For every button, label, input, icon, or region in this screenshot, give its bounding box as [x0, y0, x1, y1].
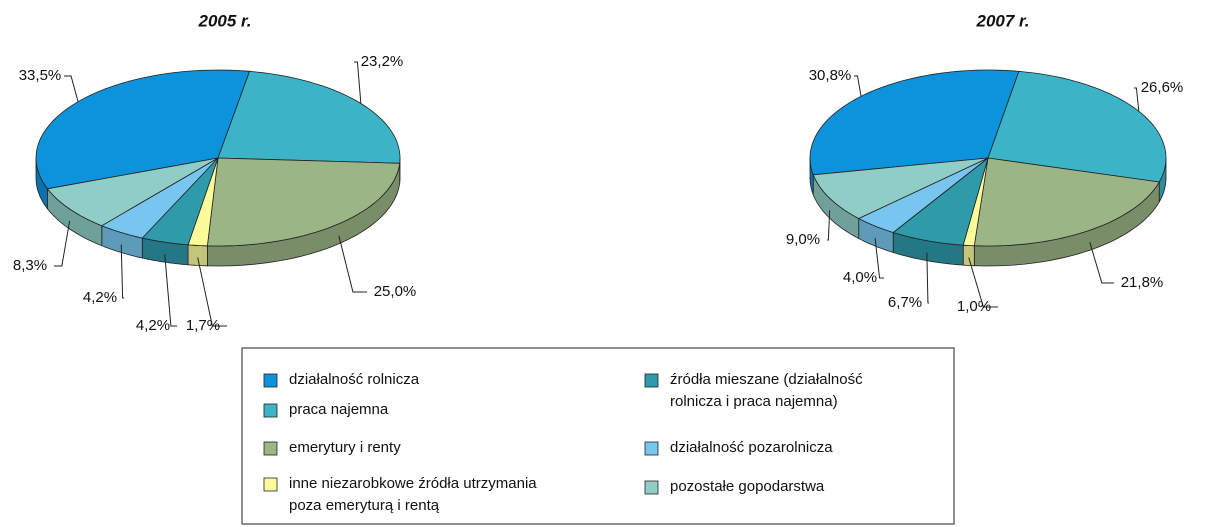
pie-slice	[100, 157, 219, 239]
legend-label: źródła mieszane (działalność	[670, 371, 863, 388]
leader-line	[968, 257, 998, 308]
legend-swatch	[263, 373, 278, 388]
leader-line	[827, 210, 831, 241]
pie-slice-side	[187, 244, 208, 267]
legend-label: działalność rolnicza	[289, 371, 420, 388]
pie-slice	[141, 157, 219, 246]
data-label: 26,6%	[1141, 79, 1184, 96]
data-label: 1,0%	[957, 298, 991, 315]
data-label: 21,8%	[1121, 274, 1164, 291]
legend-label: rolnicza i praca najemna)	[670, 393, 838, 410]
data-label: 8,3%	[13, 257, 47, 274]
leader-line	[354, 61, 362, 104]
pie-slice	[46, 157, 219, 227]
data-label: 1,7%	[186, 317, 220, 334]
pie-slice	[987, 70, 1167, 183]
leader-line	[164, 254, 177, 327]
legend-swatch	[263, 477, 278, 492]
legend-label: praca najemna	[289, 401, 389, 418]
legend-label: inne niezarobkowe źródła utrzymania	[289, 475, 537, 492]
legend-label: emerytury i renty	[289, 439, 401, 456]
pie-slice-side	[962, 244, 975, 267]
data-label: 23,2%	[361, 53, 404, 70]
pie-slice	[812, 157, 989, 219]
leader-line	[854, 75, 862, 97]
pie-slice	[973, 157, 1160, 247]
leader-line	[64, 75, 79, 102]
leader-line	[197, 257, 227, 327]
chart-title: 2007 r.	[976, 11, 1030, 30]
data-label: 4,2%	[136, 317, 170, 334]
data-label: 30,8%	[809, 67, 852, 84]
legend-swatch	[644, 441, 659, 456]
leader-line	[874, 237, 884, 279]
leader-line	[926, 252, 929, 304]
pie-slice	[857, 157, 989, 233]
pie-slice	[217, 70, 401, 164]
leader-line	[1134, 87, 1140, 112]
legend-label: pozostałe gopodarstwa	[670, 478, 825, 495]
leader-line	[54, 220, 71, 267]
data-label: 9,0%	[786, 231, 820, 248]
legend-label: działalność pozarolnicza	[670, 439, 833, 456]
data-label: 4,0%	[843, 269, 877, 286]
pie-slice	[892, 156, 989, 246]
legend-swatch	[644, 373, 659, 388]
data-label: 4,2%	[83, 289, 117, 306]
legend-box	[241, 347, 955, 525]
leader-line	[120, 244, 124, 299]
legend-swatch	[644, 480, 659, 495]
pie-tops	[35, 69, 401, 247]
leader-line	[338, 235, 367, 293]
pie-tops	[809, 69, 1167, 247]
data-label: 25,0%	[374, 283, 417, 300]
legend-label: poza emeryturą i rentą	[289, 497, 440, 514]
legend-swatch	[263, 441, 278, 456]
chart-title: 2005 r.	[198, 11, 252, 30]
legend-swatch	[263, 403, 278, 418]
data-label: 6,7%	[888, 294, 922, 311]
data-label: 33,5%	[19, 67, 62, 84]
leader-line	[1089, 242, 1114, 284]
pie-slice	[206, 157, 401, 247]
